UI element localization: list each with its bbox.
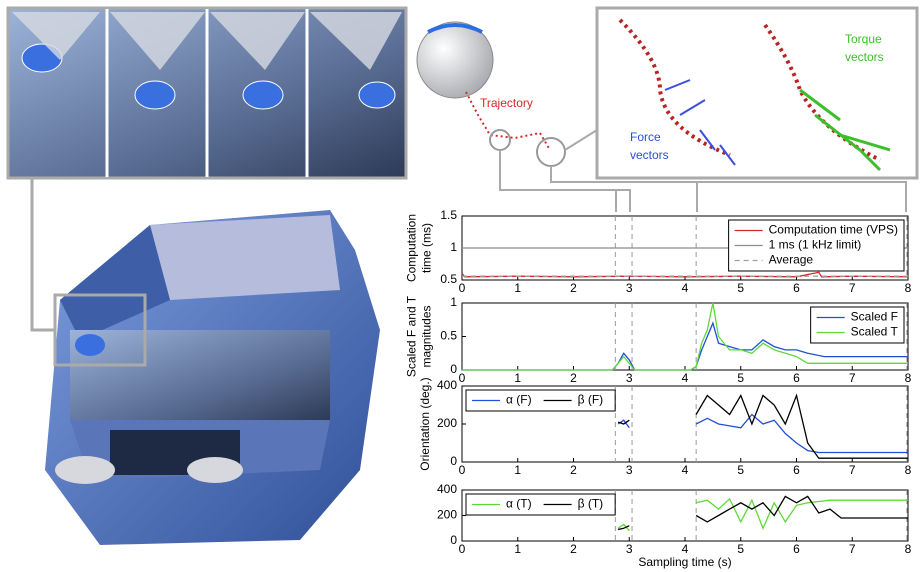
x-tick-label: 2 (570, 463, 577, 477)
y-axis-label: Scaled F and T (405, 295, 419, 377)
x-tick-label: 6 (793, 281, 800, 295)
x-tick-label: 7 (849, 281, 856, 295)
x-tick-label: 2 (570, 542, 577, 556)
y-axis-label: magnitudes (420, 305, 434, 367)
y-axis-label: time (ms) (420, 223, 434, 273)
x-tick-label: 5 (737, 542, 744, 556)
torque-label: Torque (845, 32, 882, 46)
force-label: Force (630, 130, 661, 144)
y-tick-label: 0 (450, 362, 457, 376)
x-tick-label: 6 (793, 463, 800, 477)
torque-label: vectors (845, 50, 884, 64)
x-tick-label: 5 (737, 281, 744, 295)
x-tick-label: 4 (682, 463, 689, 477)
legend-label: α (F) (506, 393, 532, 407)
x-tick-label: 1 (514, 281, 521, 295)
x-tick-label: 4 (682, 281, 689, 295)
legend-label: α (T) (506, 497, 532, 511)
legend-label: β (F) (578, 393, 604, 407)
y-tick-label: 1 (450, 240, 457, 254)
legend: α (T) β (T) (466, 494, 615, 515)
engine-strip (8, 8, 406, 178)
trajectory-label: Trajectory (480, 96, 533, 110)
y-tick-label: 0 (450, 533, 457, 547)
x-tick-label: 2 (570, 371, 577, 385)
x-tick-label: 8 (905, 463, 912, 477)
y-tick-label: 0.5 (440, 272, 457, 286)
y-axis-label: Computation (405, 214, 419, 282)
legend-label: β (T) (578, 497, 604, 511)
y-tick-label: 1.5 (440, 208, 457, 222)
legend-label: Computation time (VPS) (769, 223, 898, 237)
x-tick-label: 5 (737, 463, 744, 477)
x-tick-label: 3 (626, 281, 633, 295)
x-tick-label: 7 (849, 463, 856, 477)
x-tick-label: 1 (514, 463, 521, 477)
legend-label: Scaled F (851, 310, 898, 324)
x-tick-label: 6 (793, 371, 800, 385)
legend-label: Average (769, 253, 814, 267)
x-tick-label: 1 (514, 542, 521, 556)
y-tick-label: 400 (437, 378, 457, 392)
legend: α (F) β (F) (466, 390, 615, 411)
force-label: vectors (630, 148, 669, 162)
y-tick-label: 0 (450, 454, 457, 468)
x-tick-label: 3 (626, 371, 633, 385)
x-tick-label: 4 (682, 542, 689, 556)
x-tick-label: 3 (626, 542, 633, 556)
x-tick-label: 8 (905, 542, 912, 556)
x-tick-label: 3 (626, 463, 633, 477)
y-tick-label: 1 (450, 295, 457, 309)
x-tick-label: 0 (459, 463, 466, 477)
legend-label: 1 ms (1 kHz limit) (769, 238, 862, 252)
x-tick-label: 0 (459, 371, 466, 385)
trajectory-illustration: Trajectory Force vectors Torque vectors (417, 8, 917, 212)
x-tick-label: 2 (570, 281, 577, 295)
y-tick-label: 200 (437, 416, 457, 430)
x-tick-label: 0 (459, 542, 466, 556)
x-axis-label: Sampling time (s) (638, 555, 731, 569)
x-tick-label: 6 (793, 542, 800, 556)
x-tick-label: 7 (849, 542, 856, 556)
x-tick-label: 8 (905, 371, 912, 385)
x-tick-label: 4 (682, 371, 689, 385)
legend-label: Scaled T (851, 325, 899, 339)
y-tick-label: 400 (437, 482, 457, 496)
x-tick-label: 0 (459, 281, 466, 295)
car-illustration (32, 178, 380, 545)
y-tick-label: 200 (437, 508, 457, 522)
x-tick-label: 8 (905, 281, 912, 295)
x-tick-label: 5 (737, 371, 744, 385)
figure: Trajectory Force vectors Torque vectors … (0, 0, 924, 572)
y-axis-label: Orientation (deg.) (418, 377, 432, 470)
x-tick-label: 1 (514, 371, 521, 385)
y-tick-label: 0.5 (440, 329, 457, 343)
legend: Computation time (VPS)1 ms (1 kHz limit)… (729, 220, 904, 271)
x-tick-label: 7 (849, 371, 856, 385)
